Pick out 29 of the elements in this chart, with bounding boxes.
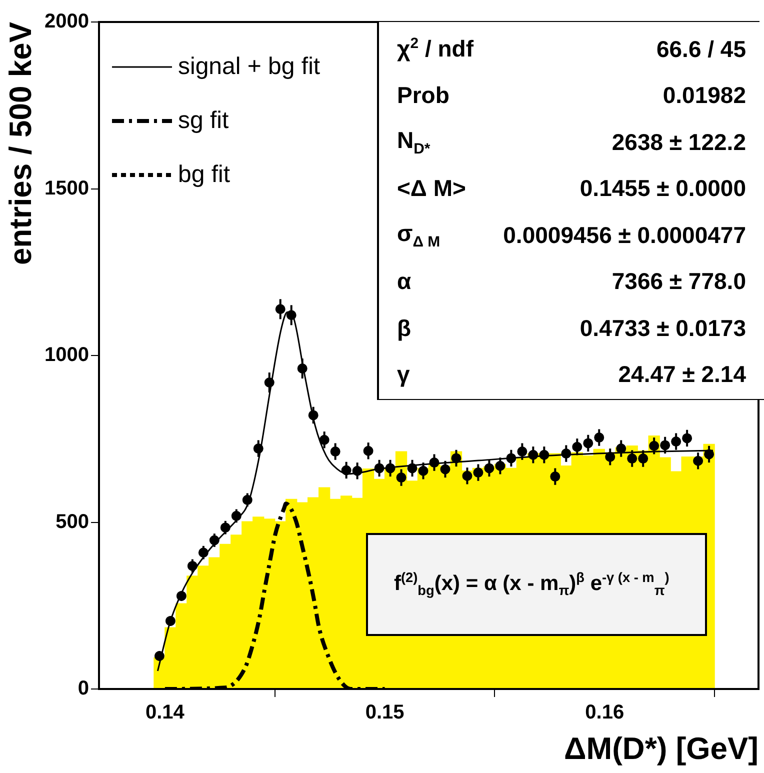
x-axis-title: ΔM(D*) [GeV] xyxy=(564,730,758,766)
annotation: 7366 ± 778.0 xyxy=(612,268,746,296)
annotation: β xyxy=(397,314,412,342)
annotation: 0.4733 ± 0.0173 xyxy=(580,314,746,342)
annotation: 24.47 ± 2.14 xyxy=(618,361,746,388)
x-tick-label: 0.14 xyxy=(145,702,186,724)
y-tick-label: 500 xyxy=(56,510,89,533)
annotation: γ xyxy=(397,361,410,388)
legend-label: signal + bg fit xyxy=(178,53,320,81)
legend-label: bg fit xyxy=(178,161,230,189)
y-tick-label: 2000 xyxy=(44,10,89,33)
x-tick-label: 0.15 xyxy=(365,702,404,724)
y-tick-label: 1500 xyxy=(44,177,89,200)
annotation: 66.6 / 45 xyxy=(656,36,746,63)
annotation: <Δ M> xyxy=(397,175,466,202)
annotation: 0.0009456 ± 0.0000477 xyxy=(503,222,746,249)
annotation: Prob xyxy=(397,82,450,110)
legend-label: sg fit xyxy=(178,107,229,135)
annotation: N$_{D*}$ xyxy=(397,126,430,158)
y-axis-title: entries / 500 keV xyxy=(3,22,38,265)
annotation: 0.01982 xyxy=(662,82,746,110)
annotation: 2638 ± 122.2 xyxy=(612,128,746,156)
annotation: σ$_{Δ M}$ xyxy=(397,220,440,251)
y-tick-label: 0 xyxy=(78,678,89,700)
y-tick-label: 1000 xyxy=(44,344,89,366)
annotation: α xyxy=(397,268,412,296)
x-tick-label: 0.16 xyxy=(585,702,624,724)
annotation: χ$^{2}$ / ndf xyxy=(397,35,474,64)
annotation: 0.1455 ± 0.0000 xyxy=(580,175,746,202)
